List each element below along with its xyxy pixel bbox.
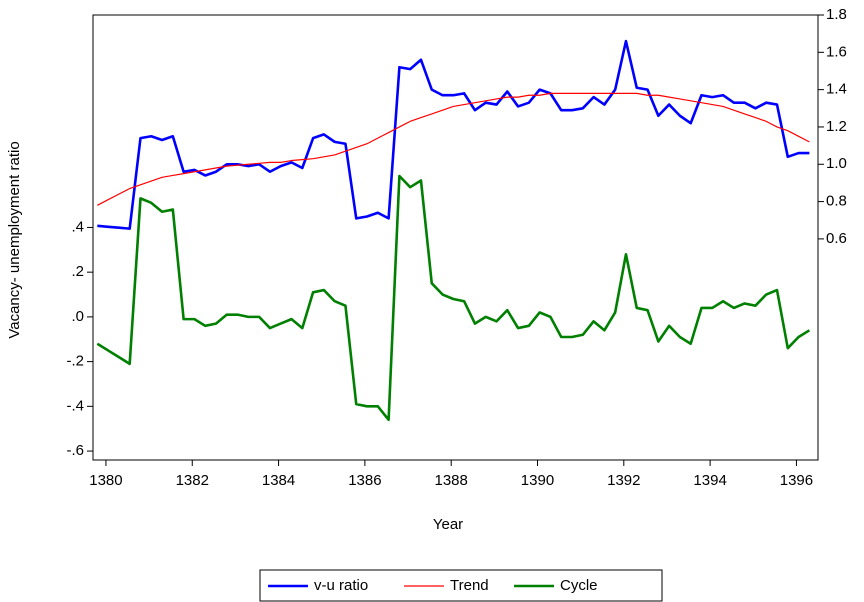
y-tick-label: -.4 (66, 397, 84, 414)
series-line (96, 174, 811, 422)
y-tick-label: -.2 (66, 353, 84, 370)
y2-tick-label: 0.8 (826, 193, 847, 210)
y-tick-label: .0 (71, 308, 84, 325)
y-tick-label: .4 (71, 218, 84, 235)
x-tick-label: 1394 (693, 472, 726, 489)
y2-tick-label: 1.8 (826, 6, 847, 23)
x-tick-label: 1390 (521, 472, 554, 489)
x-tick-label: 1384 (262, 472, 295, 489)
y2-tick-label: 0.6 (826, 230, 847, 247)
plot-frame (92, 14, 819, 461)
x-axis-label: Year (433, 516, 463, 533)
y-axis-label: Vacancy- unemployment ratio (6, 141, 23, 338)
y2-tick-label: 1.0 (826, 155, 847, 172)
legend-label: v-u ratio (314, 577, 368, 594)
x-tick-label: 1392 (607, 472, 640, 489)
y2-tick-label: 1.2 (826, 118, 847, 135)
series-line (97, 92, 810, 206)
x-tick-label: 1396 (780, 472, 813, 489)
series-line (97, 39, 810, 230)
y2-tick-label: 1.4 (826, 81, 847, 98)
x-tick-label: 1386 (348, 472, 381, 489)
y-tick-label: .2 (71, 263, 84, 280)
x-tick-label: 1382 (176, 472, 209, 489)
x-tick-label: 1388 (434, 472, 467, 489)
y2-tick-label: 1.6 (826, 43, 847, 60)
legend-label: Trend (450, 577, 489, 594)
legend-frame (259, 569, 663, 602)
x-tick-label: 1380 (89, 472, 122, 489)
legend-label: Cycle (560, 577, 598, 594)
y-tick-label: -.6 (66, 442, 84, 459)
